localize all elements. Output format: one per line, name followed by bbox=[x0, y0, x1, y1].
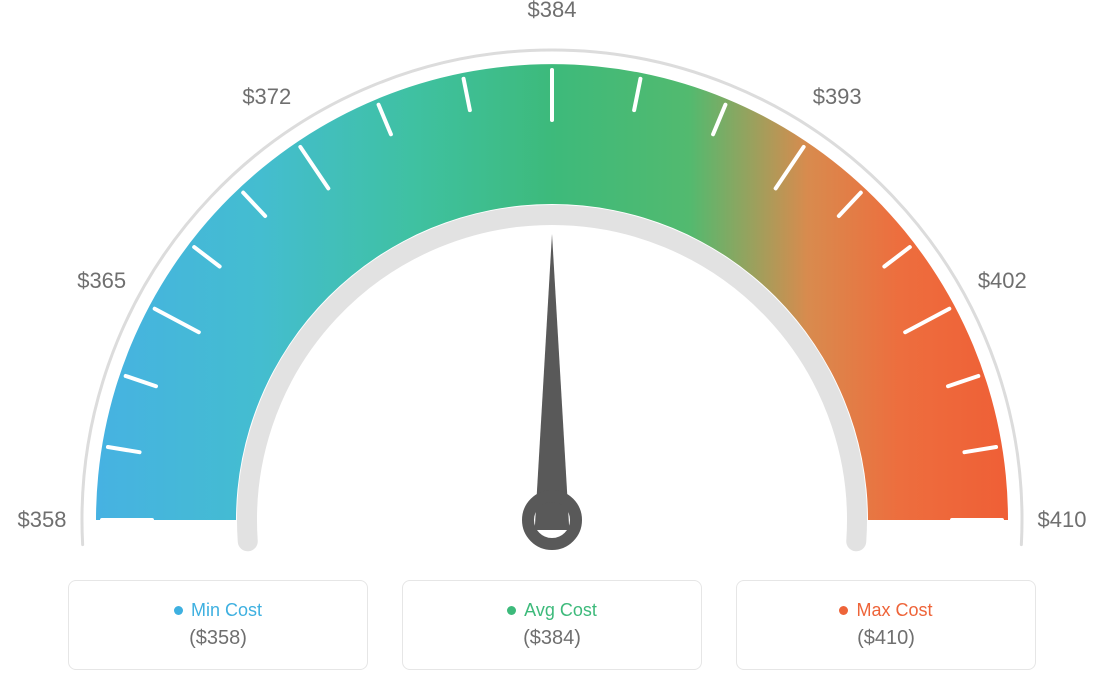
legend-max-label: Max Cost bbox=[856, 600, 932, 621]
dot-icon-max bbox=[839, 606, 848, 615]
legend-min-top: Min Cost bbox=[174, 600, 262, 621]
dot-icon-avg bbox=[507, 606, 516, 615]
legend-min-value: ($358) bbox=[189, 627, 247, 650]
legend-row: Min Cost ($358) Avg Cost ($384) Max Cost… bbox=[0, 580, 1104, 670]
gauge-tick-label: $402 bbox=[978, 268, 1027, 294]
gauge: $358 $365 $372 $384 $393 $402 $410 bbox=[0, 0, 1104, 560]
legend-avg-top: Avg Cost bbox=[507, 600, 597, 621]
legend-max-card: Max Cost ($410) bbox=[736, 580, 1036, 670]
gauge-tick-label: $410 bbox=[1038, 507, 1087, 533]
legend-avg-label: Avg Cost bbox=[524, 600, 597, 621]
dot-icon-min bbox=[174, 606, 183, 615]
gauge-tick-label: $384 bbox=[528, 0, 577, 23]
gauge-chart-container: $358 $365 $372 $384 $393 $402 $410 Min Cost ($… bbox=[0, 0, 1104, 690]
legend-min-label: Min Cost bbox=[191, 600, 262, 621]
gauge-tick-label: $365 bbox=[77, 268, 126, 294]
legend-max-value: ($410) bbox=[857, 627, 915, 650]
gauge-tick-label: $372 bbox=[242, 84, 291, 110]
gauge-tick-label: $393 bbox=[813, 84, 862, 110]
legend-min-card: Min Cost ($358) bbox=[68, 580, 368, 670]
legend-avg-value: ($384) bbox=[523, 627, 581, 650]
legend-avg-card: Avg Cost ($384) bbox=[402, 580, 702, 670]
gauge-tick-label: $358 bbox=[18, 507, 67, 533]
legend-max-top: Max Cost bbox=[839, 600, 932, 621]
gauge-svg bbox=[0, 0, 1104, 560]
